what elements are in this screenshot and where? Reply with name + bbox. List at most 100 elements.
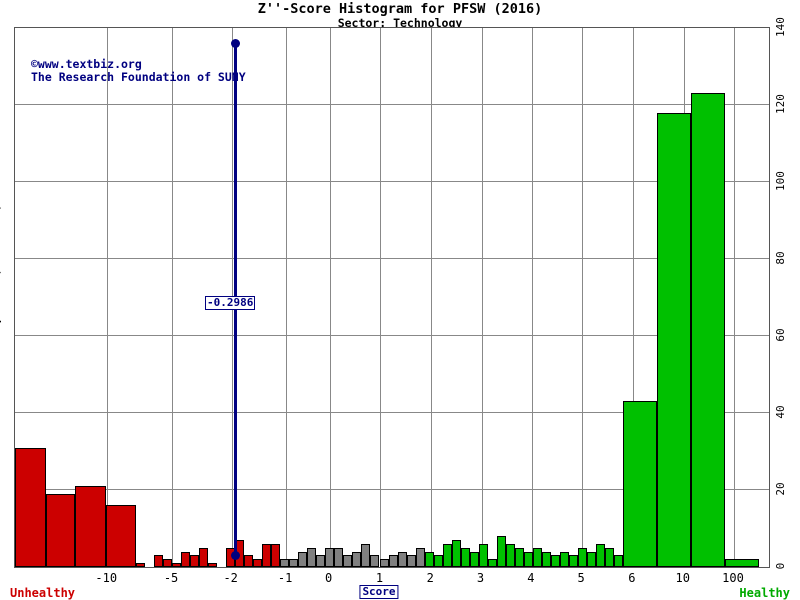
histogram-bar <box>596 543 606 567</box>
histogram-bar <box>691 93 726 567</box>
y-axis-title: Number of companies (574 total) <box>0 203 2 410</box>
grid-line-horizontal <box>15 258 769 259</box>
histogram-bar <box>397 551 407 567</box>
histogram-bar <box>162 559 172 567</box>
histogram-bar <box>496 536 506 567</box>
y-axis-tick-label: 120 <box>774 94 787 114</box>
histogram-bars <box>15 28 769 567</box>
y-axis-tick-label: 40 <box>774 405 787 419</box>
histogram-bar <box>433 555 443 567</box>
y-axis-tick-label: 20 <box>774 482 787 496</box>
grid-line-horizontal <box>15 335 769 336</box>
x-axis-tick-label: 6 <box>628 571 636 585</box>
y-axis-tick-label: 140 <box>774 17 787 37</box>
histogram-bar <box>460 547 470 567</box>
histogram-bar <box>361 543 371 567</box>
x-axis-tick-label: 5 <box>577 571 585 585</box>
chart-subtitle: Sector: Technology <box>337 16 463 30</box>
histogram-bar <box>406 555 416 567</box>
x-axis-tick-label: -1 <box>277 571 293 585</box>
grid-line-horizontal <box>15 181 769 182</box>
histogram-bar <box>189 555 199 567</box>
histogram-bar <box>514 547 524 567</box>
x-axis-tick-label: 4 <box>527 571 535 585</box>
marker-value-label: -0.2986 <box>205 296 256 310</box>
x-axis-tick-label: 3 <box>476 571 485 585</box>
x-axis-tick-label: -2 <box>223 571 238 585</box>
grid-line-horizontal <box>15 104 769 105</box>
marker-dot-top <box>231 39 240 48</box>
histogram-bar <box>569 555 579 567</box>
histogram-bar <box>505 543 515 567</box>
grid-line-vertical <box>582 28 584 567</box>
x-axis-tick-label: 1 <box>375 571 384 585</box>
watermark: ©www.textbiz.org The Research Foundation… <box>31 58 246 84</box>
histogram-bar <box>614 555 624 567</box>
histogram-bar <box>623 401 658 567</box>
y-axis-tick-label: 100 <box>774 171 787 191</box>
grid-line-vertical <box>632 28 634 567</box>
x-axis-tick-label: 100 <box>722 571 744 585</box>
x-axis-tick-label: -5 <box>163 571 179 585</box>
histogram-bar <box>370 555 380 567</box>
histogram-bar <box>135 563 145 567</box>
histogram-bar <box>343 555 353 567</box>
page-title: Z''-Score Histogram for PFSW (2016) <box>257 1 543 17</box>
histogram-bar <box>578 547 588 567</box>
histogram-bar <box>379 559 389 567</box>
grid-line-vertical <box>531 28 533 567</box>
histogram-bar <box>153 555 163 567</box>
histogram-bar <box>605 547 615 567</box>
histogram-bar <box>208 563 218 567</box>
histogram-bar <box>388 555 398 567</box>
y-axis-tick-label: 80 <box>774 251 787 265</box>
histogram-bar <box>657 112 692 567</box>
histogram-bar <box>244 555 254 567</box>
histogram-bar <box>725 559 760 567</box>
histogram-bar <box>15 447 46 567</box>
plot-area: -0.2986 ©www.textbiz.org The Research Fo… <box>14 27 770 568</box>
histogram-bar <box>316 555 326 567</box>
x-axis-title: Score <box>359 585 399 599</box>
x-axis-tick-label: -10 <box>95 571 118 585</box>
grid-line-vertical <box>734 28 735 567</box>
histogram-bar <box>271 543 281 567</box>
histogram-bar <box>478 543 488 567</box>
histogram-bar <box>451 540 461 567</box>
unhealthy-label: Unhealthy <box>10 586 76 600</box>
histogram-bar <box>45 493 76 567</box>
histogram-bar <box>198 547 208 567</box>
grid-line-vertical <box>107 28 109 567</box>
watermark-line-2: The Research Foundation of SUNY <box>31 70 246 84</box>
histogram-bar <box>334 547 344 567</box>
histogram-bar <box>523 551 533 567</box>
x-axis-tick-label: 0 <box>325 571 333 585</box>
grid-line-vertical <box>172 28 174 567</box>
histogram-bar <box>487 559 497 567</box>
watermark-line-1: ©www.textbiz.org <box>31 57 142 71</box>
grid-line-vertical <box>329 28 331 567</box>
histogram-bar <box>307 547 317 567</box>
histogram-bar <box>352 551 362 567</box>
y-axis-tick-label: 0 <box>774 562 787 570</box>
grid-line-horizontal <box>15 489 769 490</box>
histogram-bar <box>532 547 542 567</box>
histogram-bar <box>541 551 551 567</box>
histogram-bar <box>298 551 308 567</box>
histogram-bar <box>262 543 272 567</box>
grid-line-vertical <box>380 28 382 567</box>
healthy-label: Healthy <box>739 586 790 600</box>
histogram-bar <box>105 505 136 567</box>
histogram-bar <box>550 555 560 567</box>
histogram-bar <box>325 547 335 567</box>
histogram-bar <box>469 551 479 567</box>
grid-line-vertical <box>431 28 433 567</box>
marker-dot-bottom <box>231 551 240 560</box>
histogram-bar <box>415 547 425 567</box>
grid-line-vertical <box>286 28 288 567</box>
grid-line-vertical <box>481 28 483 567</box>
histogram-bar <box>253 559 263 567</box>
x-axis-tick-label: 2 <box>426 571 434 585</box>
histogram-bar <box>442 543 452 567</box>
